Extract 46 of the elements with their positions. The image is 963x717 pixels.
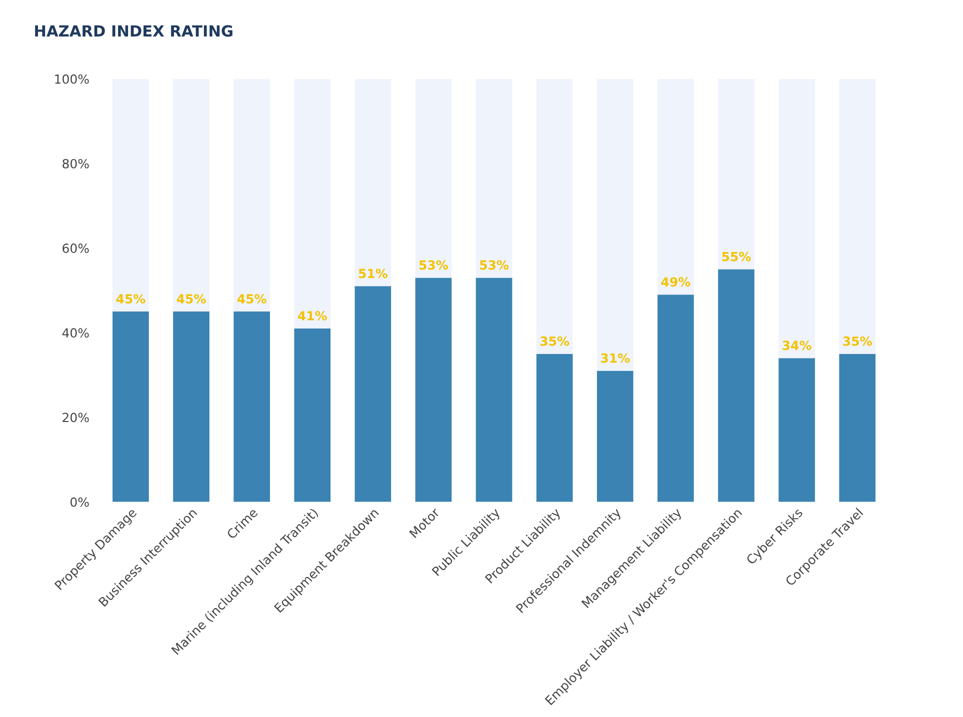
y-tick-label: 60% xyxy=(62,244,89,254)
bar xyxy=(354,286,392,502)
bar xyxy=(476,278,512,502)
bar xyxy=(778,78,815,358)
bar xyxy=(112,78,149,312)
data-label: 45% xyxy=(176,294,206,304)
bar xyxy=(839,78,876,354)
data-label: 45% xyxy=(116,294,146,304)
data-label: 55% xyxy=(722,252,751,262)
bar xyxy=(658,78,694,295)
data-label: 34% xyxy=(782,340,812,350)
bar xyxy=(354,78,392,286)
bar xyxy=(596,370,634,502)
data-label: 41% xyxy=(298,311,327,320)
bar xyxy=(234,78,270,312)
bar xyxy=(658,294,694,502)
bar xyxy=(536,78,573,354)
data-label: 49% xyxy=(661,277,690,287)
bar xyxy=(839,354,876,502)
bar xyxy=(294,328,331,502)
bar xyxy=(415,278,452,502)
bar xyxy=(415,78,452,278)
data-label: 35% xyxy=(540,336,570,346)
bar xyxy=(112,312,149,502)
data-label: 31% xyxy=(601,353,630,363)
bar xyxy=(173,78,210,312)
bar xyxy=(596,78,634,371)
y-tick-label: 0% xyxy=(70,497,89,507)
y-tick-label: 20% xyxy=(62,412,89,422)
bar xyxy=(234,312,270,502)
bar xyxy=(173,312,210,502)
data-label: 53% xyxy=(480,260,509,270)
data-label: 51% xyxy=(358,268,388,278)
bar xyxy=(718,269,754,502)
bar xyxy=(476,78,512,278)
bar xyxy=(718,78,754,270)
bar xyxy=(778,358,815,502)
data-label: 45% xyxy=(237,294,266,304)
data-label: 53% xyxy=(419,260,448,270)
bar xyxy=(294,78,331,328)
y-tick-label: 80% xyxy=(62,158,89,168)
y-tick-label: 40% xyxy=(62,328,89,338)
bar xyxy=(536,354,573,502)
chart-title: HAZARD INDEX RATING xyxy=(35,25,232,37)
data-label: 35% xyxy=(843,336,872,346)
y-tick-label: 100% xyxy=(55,74,89,84)
